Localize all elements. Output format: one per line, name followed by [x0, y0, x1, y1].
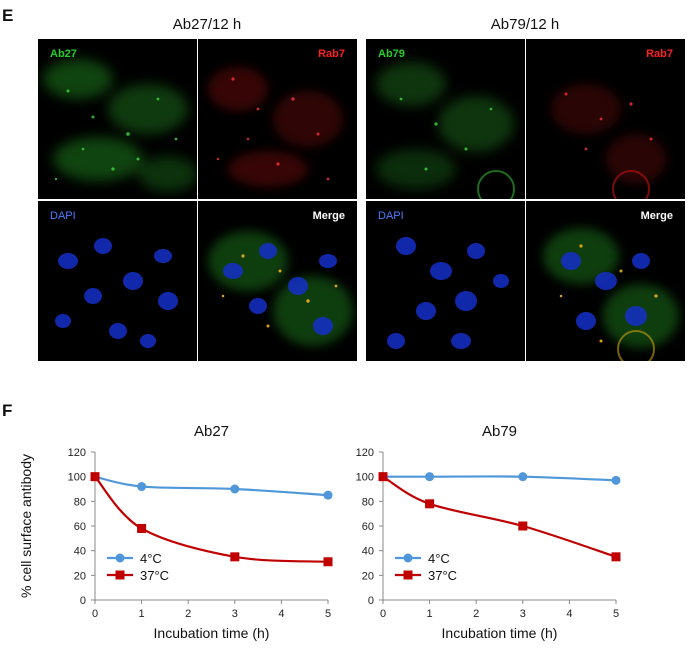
channel-label-merge-2: Merge [640, 210, 673, 222]
x-axis-title: Incubation time (h) [442, 625, 558, 641]
y-tick-label: 100 [356, 472, 374, 484]
micrograph-ab79-green: Ab79 [366, 39, 525, 199]
legend-marker [115, 553, 125, 563]
channel-label-ab27: Ab27 [50, 48, 77, 60]
y-axis-title: % cell surface antibody [18, 454, 34, 598]
data-point [230, 552, 240, 562]
data-point [230, 484, 240, 494]
data-point [611, 552, 621, 562]
data-point [90, 472, 100, 482]
y-tick-label: 40 [362, 546, 374, 558]
channel-label-dapi-1: DAPI [50, 210, 76, 222]
data-point [518, 472, 528, 482]
red-channel-image [208, 67, 343, 187]
legend-label: 4°C [428, 551, 450, 566]
channel-label-rab7-1: Rab7 [318, 48, 345, 60]
y-tick-label: 120 [356, 447, 374, 459]
chart-title: Ab79 [482, 423, 517, 440]
data-point [323, 490, 333, 500]
chart-2: Ab79 0 20 40 60 80 100 120 0 1 2 3 4 5 Incubation time… [356, 423, 621, 641]
x-tick-label: 5 [613, 608, 619, 620]
y-tick-label: 20 [74, 570, 86, 582]
x-tick-label: 0 [92, 608, 98, 620]
merge-channel-image [543, 228, 679, 361]
green-channel-image [43, 59, 197, 192]
y-tick-label: 80 [362, 496, 374, 508]
y-tick-label: 80 [74, 496, 86, 508]
legend-label: 37°C [140, 568, 169, 583]
micrograph-ab79-red: Rab7 [526, 39, 685, 199]
y-tick-label: 20 [362, 570, 374, 582]
y-tick-label: 40 [74, 546, 86, 558]
data-point [323, 557, 333, 567]
panel-e-letter: E [2, 6, 14, 25]
x-tick-label: 2 [185, 608, 191, 620]
y-tick-label: 0 [80, 595, 86, 607]
dapi-channel-image [55, 238, 178, 348]
merge-channel-image [208, 231, 353, 346]
data-point [425, 499, 435, 509]
x-tick-label: 2 [473, 608, 479, 620]
legend-label: 37°C [428, 568, 457, 583]
legend-marker [403, 570, 413, 580]
micrograph-ab79-dapi: DAPI [366, 201, 525, 361]
data-point [425, 472, 435, 482]
y-tick-label: 100 [68, 472, 86, 484]
group-title-ab27: Ab27/12 h [172, 16, 242, 33]
x-tick-label: 3 [520, 608, 526, 620]
micrograph-ab79-merge: Merge [526, 201, 685, 361]
chart-1: Ab27 0 20 40 60 80 100 120 0 1 2 3 4 5 Incubation time… [18, 423, 333, 641]
legend-marker [403, 553, 413, 563]
x-tick-label: 5 [325, 608, 331, 620]
green-channel-image [376, 62, 515, 199]
x-tick-label: 1 [427, 608, 433, 620]
y-tick-label: 120 [68, 447, 86, 459]
y-tick-label: 0 [368, 595, 374, 607]
legend-marker [115, 570, 125, 580]
channel-label-merge-1: Merge [312, 210, 345, 222]
series-line-2 [382, 475, 617, 558]
micrograph-ab27-green: Ab27 [38, 39, 197, 199]
micrograph-ab27-dapi: DAPI [38, 201, 197, 361]
micrograph-ab27-merge: Merge [198, 201, 357, 361]
channel-label-ab79: Ab79 [378, 48, 405, 60]
data-point [611, 475, 621, 485]
chart-title: Ab27 [194, 423, 229, 440]
micrograph-ab27-red: Rab7 [198, 39, 357, 199]
channel-label-dapi-2: DAPI [378, 210, 404, 222]
x-axis-title: Incubation time (h) [154, 625, 270, 641]
group-title-ab79: Ab79/12 h [490, 16, 560, 33]
series-line-1 [383, 475, 617, 482]
x-tick-label: 1 [139, 608, 145, 620]
y-tick-label: 60 [74, 521, 86, 533]
legend-label: 4°C [140, 551, 162, 566]
x-tick-label: 3 [232, 608, 238, 620]
data-point [137, 523, 147, 533]
series-line-1 [94, 475, 329, 497]
y-tick-label: 60 [362, 521, 374, 533]
x-tick-label: 4 [278, 608, 284, 620]
data-point [378, 472, 388, 482]
dapi-channel-image [387, 237, 509, 349]
data-point [518, 521, 528, 531]
panel-f-letter: F [2, 401, 13, 420]
channel-label-rab7-2: Rab7 [646, 48, 673, 60]
x-tick-label: 4 [566, 608, 572, 620]
series-line-2 [94, 475, 329, 563]
red-channel-image [551, 84, 666, 199]
data-point [137, 482, 147, 492]
x-tick-label: 0 [380, 608, 386, 620]
